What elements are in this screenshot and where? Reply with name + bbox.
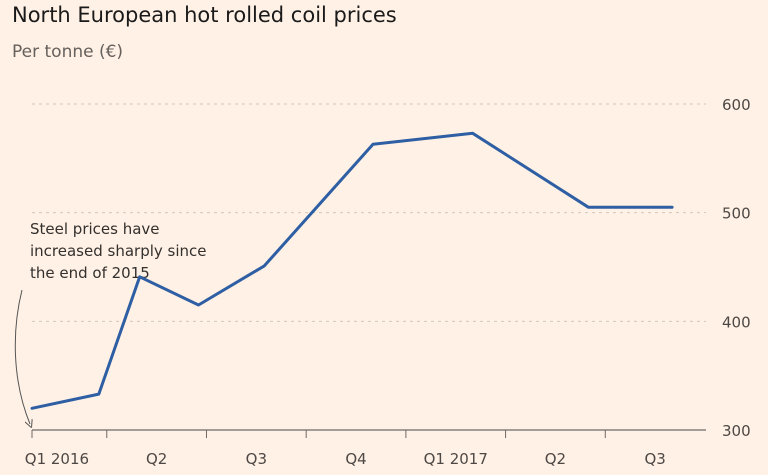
annotation-line: increased sharply since [30,242,207,260]
y-tick-label: 600 [722,96,751,114]
x-tick-label: Q1 2017 [424,450,488,468]
x-axis: Q1 2016 Q2 Q3 Q4 Q1 2017 Q2 Q3 [25,430,666,468]
annotation: Steel prices have increased sharply since… [14,220,207,424]
annotation-line: Steel prices have [30,220,160,238]
annotation-arrow [14,289,30,424]
x-tick-label: Q4 [345,450,366,468]
y-tick-label: 300 [722,422,751,440]
series-line [30,131,674,410]
x-tick-label: Q2 [545,450,566,468]
x-tick-label: Q2 [146,450,167,468]
annotation-line: the end of 2015 [30,264,150,282]
series-layer [30,131,674,410]
y-tick-label: 500 [722,205,751,223]
y-tick-label: 400 [722,313,751,331]
chart-subtitle: Per tonne (€) [12,42,124,62]
gridlines [32,103,706,431]
x-tick-label: Q1 2016 [25,450,89,468]
chart-title: North European hot rolled coil prices [12,3,397,27]
x-tick-label: Q3 [644,450,665,468]
x-tick-label: Q3 [246,450,267,468]
y-axis: 300 400 500 600 [722,96,751,440]
